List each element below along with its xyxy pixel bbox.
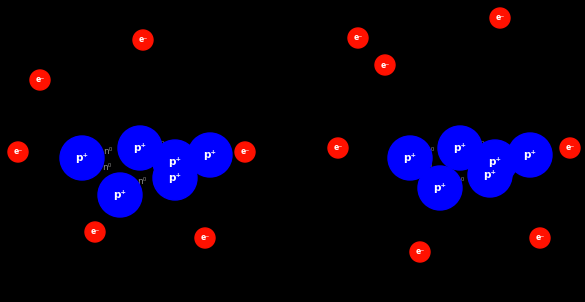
Circle shape — [153, 156, 197, 200]
Text: e⁻: e⁻ — [240, 147, 250, 156]
Text: n⁰: n⁰ — [104, 147, 113, 156]
Text: n⁰: n⁰ — [510, 163, 519, 172]
Text: e⁻: e⁻ — [333, 143, 343, 153]
Text: n⁰: n⁰ — [425, 147, 435, 156]
Text: n⁰: n⁰ — [155, 140, 165, 149]
Text: n⁰: n⁰ — [475, 140, 485, 149]
Text: e⁻: e⁻ — [201, 233, 209, 243]
Circle shape — [133, 30, 153, 50]
Text: p⁺: p⁺ — [133, 143, 146, 153]
Circle shape — [60, 136, 104, 180]
Text: p⁺: p⁺ — [453, 143, 466, 153]
Circle shape — [85, 222, 105, 242]
Text: n⁰: n⁰ — [102, 163, 112, 172]
Text: e⁻: e⁻ — [35, 76, 44, 85]
Circle shape — [473, 140, 517, 184]
Circle shape — [8, 142, 28, 162]
Circle shape — [195, 228, 215, 248]
Text: p⁺: p⁺ — [524, 150, 536, 160]
Circle shape — [118, 126, 162, 170]
Circle shape — [490, 8, 510, 28]
Text: e⁻: e⁻ — [415, 248, 425, 256]
Text: n⁰: n⁰ — [424, 163, 433, 172]
Text: p⁺: p⁺ — [204, 150, 216, 160]
Circle shape — [560, 138, 580, 158]
Text: p⁺: p⁺ — [488, 157, 501, 167]
Text: e⁻: e⁻ — [380, 60, 390, 69]
Text: n⁰: n⁰ — [191, 163, 201, 172]
Text: n⁰: n⁰ — [137, 178, 147, 187]
Circle shape — [235, 142, 255, 162]
Circle shape — [98, 173, 142, 217]
Text: e⁻: e⁻ — [13, 147, 23, 156]
Text: p⁺: p⁺ — [483, 170, 497, 180]
Circle shape — [418, 166, 462, 210]
Text: e⁻: e⁻ — [565, 143, 574, 153]
Circle shape — [348, 28, 368, 48]
Circle shape — [30, 70, 50, 90]
Circle shape — [328, 138, 348, 158]
Circle shape — [410, 242, 430, 262]
Text: p⁺: p⁺ — [113, 190, 126, 200]
Circle shape — [438, 126, 482, 170]
Text: p⁺: p⁺ — [168, 173, 181, 183]
Circle shape — [188, 133, 232, 177]
Circle shape — [530, 228, 550, 248]
Text: n⁰: n⁰ — [445, 174, 455, 182]
Text: n⁰: n⁰ — [155, 156, 165, 165]
Text: e⁻: e⁻ — [353, 34, 363, 43]
Text: p⁺: p⁺ — [404, 153, 417, 163]
Circle shape — [468, 153, 512, 197]
Circle shape — [388, 136, 432, 180]
Circle shape — [508, 133, 552, 177]
Text: e⁻: e⁻ — [535, 233, 545, 243]
Text: n⁰: n⁰ — [455, 178, 464, 187]
Text: n⁰: n⁰ — [472, 156, 481, 165]
Circle shape — [375, 55, 395, 75]
Text: e⁻: e⁻ — [90, 227, 99, 236]
Circle shape — [153, 140, 197, 184]
Text: e⁻: e⁻ — [139, 36, 147, 44]
Text: p⁺: p⁺ — [75, 153, 88, 163]
Text: p⁺: p⁺ — [433, 183, 446, 193]
Text: e⁻: e⁻ — [495, 14, 505, 23]
Text: p⁺: p⁺ — [168, 157, 181, 167]
